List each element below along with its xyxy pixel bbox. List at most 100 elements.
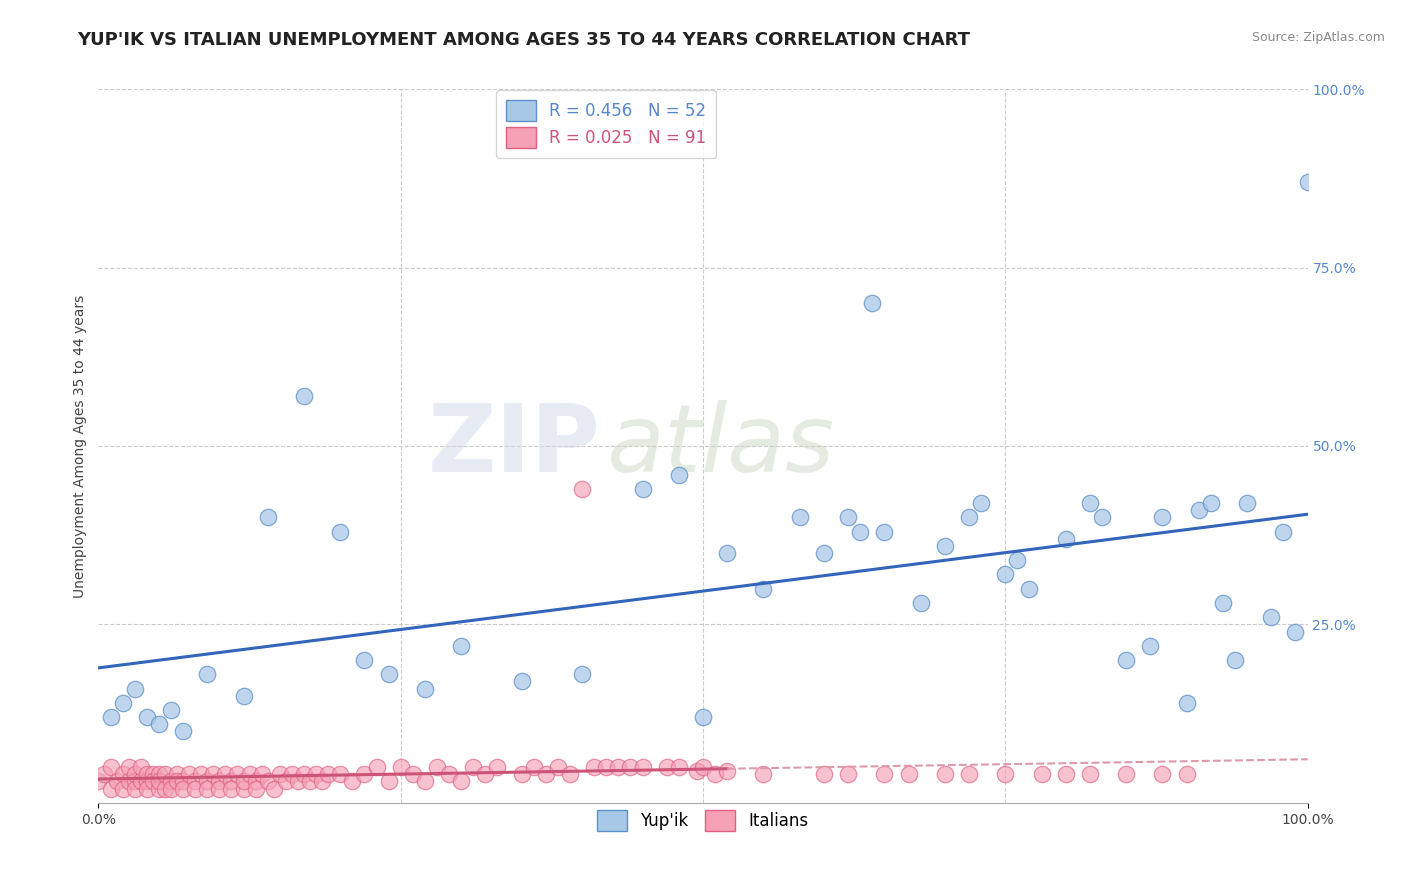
Point (377, 667, 399, 681)
Point (305, 767, 328, 781)
Point (558, 767, 581, 781)
Point (148, 717, 170, 731)
Point (1199, 496, 1222, 510)
Point (510, 767, 533, 781)
Point (1031, 767, 1053, 781)
Point (668, 467, 690, 482)
Point (342, 774, 364, 789)
Point (274, 774, 297, 789)
Point (221, 774, 243, 789)
Point (172, 774, 194, 789)
Point (221, 781, 243, 796)
Point (100, 760, 122, 774)
Point (111, 781, 134, 796)
Point (571, 667, 593, 681)
Point (245, 774, 267, 789)
Point (692, 710, 714, 724)
Point (957, 767, 980, 781)
Point (208, 774, 231, 789)
Point (523, 760, 546, 774)
Point (129, 760, 152, 774)
Point (172, 781, 194, 796)
Point (329, 767, 352, 781)
Point (281, 767, 304, 781)
Point (837, 510, 859, 524)
Point (239, 767, 262, 781)
Point (1054, 767, 1077, 781)
Point (450, 774, 472, 789)
Point (184, 774, 207, 789)
Point (124, 774, 146, 789)
Point (849, 524, 872, 539)
Point (135, 781, 157, 796)
Point (87, 774, 110, 789)
Point (353, 653, 375, 667)
Point (463, 760, 485, 774)
Point (631, 482, 654, 496)
Point (195, 774, 218, 789)
Point (299, 774, 322, 789)
Point (789, 510, 811, 524)
Y-axis label: Unemployment Among Ages 35 to 44 years: Unemployment Among Ages 35 to 44 years (73, 294, 87, 598)
Point (166, 774, 188, 789)
Point (897, 767, 920, 781)
Point (1188, 503, 1211, 517)
Point (250, 767, 273, 781)
Point (437, 767, 460, 781)
Point (190, 767, 212, 781)
Point (195, 781, 218, 796)
Point (256, 774, 278, 789)
Point (934, 539, 956, 553)
Point (426, 760, 449, 774)
Point (124, 681, 146, 696)
Text: YUP'IK VS ITALIAN UNEMPLOYMENT AMONG AGES 35 TO 44 YEARS CORRELATION CHART: YUP'IK VS ITALIAN UNEMPLOYMENT AMONG AGE… (77, 31, 970, 49)
Point (668, 760, 690, 774)
Point (256, 510, 278, 524)
Point (873, 767, 896, 781)
Point (292, 767, 315, 781)
Point (813, 546, 835, 560)
Point (1212, 596, 1234, 610)
Point (316, 767, 339, 781)
Point (413, 681, 436, 696)
Point (172, 724, 194, 739)
Point (100, 710, 122, 724)
Point (1175, 696, 1198, 710)
Point (704, 767, 727, 781)
Point (93, 767, 115, 781)
Point (232, 689, 254, 703)
Point (994, 767, 1017, 781)
Point (111, 767, 134, 781)
Point (994, 567, 1017, 582)
Point (957, 510, 980, 524)
Point (269, 767, 291, 781)
Point (1223, 653, 1246, 667)
Point (118, 774, 141, 789)
Text: atlas: atlas (606, 401, 835, 491)
Point (934, 767, 956, 781)
Point (716, 764, 738, 778)
Point (129, 774, 152, 789)
Point (1236, 496, 1258, 510)
Point (413, 774, 436, 789)
Point (160, 774, 183, 789)
Point (619, 760, 641, 774)
Point (148, 767, 170, 781)
Point (631, 760, 654, 774)
Point (1115, 653, 1137, 667)
Point (287, 774, 309, 789)
Point (534, 767, 557, 781)
Point (1272, 524, 1295, 539)
Point (837, 767, 859, 781)
Point (1078, 496, 1101, 510)
Point (148, 774, 170, 789)
Point (1007, 553, 1029, 567)
Point (124, 781, 146, 796)
Point (474, 767, 496, 781)
Point (208, 781, 231, 796)
Point (311, 774, 333, 789)
Point (860, 296, 883, 310)
Text: Source: ZipAtlas.com: Source: ZipAtlas.com (1251, 31, 1385, 45)
Point (232, 781, 254, 796)
Point (148, 781, 170, 796)
